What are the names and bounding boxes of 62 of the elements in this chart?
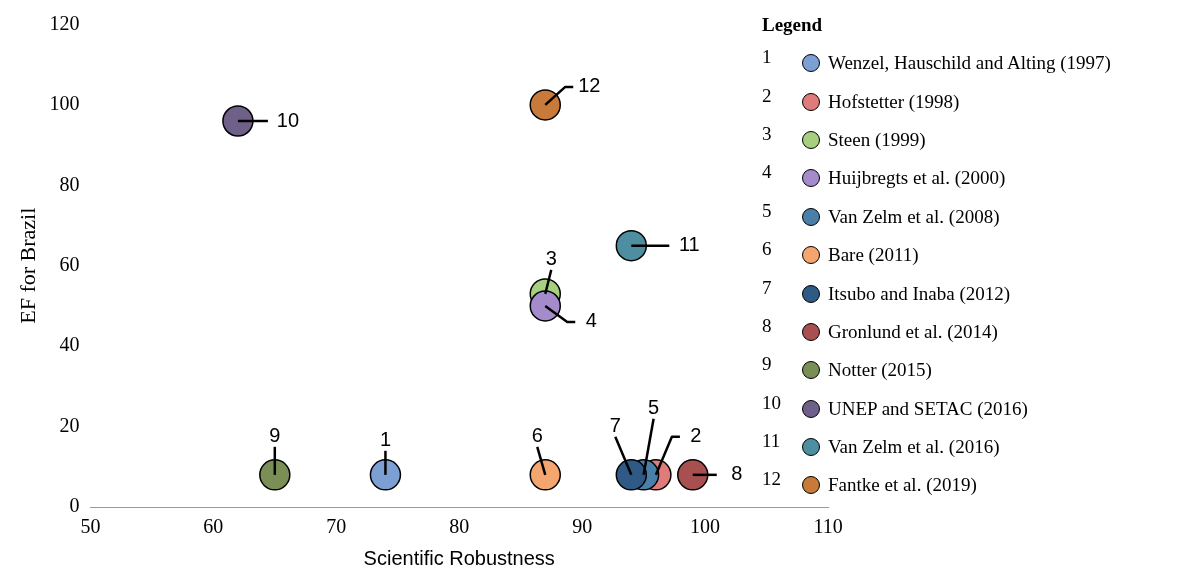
x-tick-label: 50 <box>80 515 101 538</box>
legend-label: Van Zelm et al. (2016) <box>828 436 1000 459</box>
legend-label: Bare (2011) <box>828 244 919 267</box>
text: 3 <box>762 122 772 144</box>
x-tick-label: 80 <box>449 515 470 538</box>
point <box>615 229 648 262</box>
point <box>529 459 561 491</box>
legend-label: UNEP and SETAC (2016) <box>828 397 1028 420</box>
y-tick-label: 80 <box>59 172 80 195</box>
point <box>259 459 291 491</box>
annotation: 10 <box>276 108 300 131</box>
annotation: 6 <box>531 424 543 447</box>
text: 8 <box>762 314 772 336</box>
y-tick-label: 120 <box>49 11 80 34</box>
annotation: 2 <box>690 424 702 447</box>
text: 6 <box>762 238 772 260</box>
legend-label: Van Zelm et al. (2008) <box>828 205 1000 228</box>
legend-label: Steen (1999) <box>828 128 926 151</box>
y-tick-label: 100 <box>49 92 80 115</box>
annotation: 9 <box>269 424 281 447</box>
annotation: 4 <box>585 309 597 332</box>
x-tick-label: 100 <box>690 515 721 538</box>
text: 2 <box>762 84 772 106</box>
y-axis-title: EF for Brazil <box>14 207 40 324</box>
text: 5 <box>762 199 772 221</box>
annotation: 7 <box>609 414 621 437</box>
point <box>529 290 561 322</box>
x-tick-label: 110 <box>813 515 843 538</box>
point <box>615 459 648 491</box>
y-tick-label: 20 <box>59 413 80 436</box>
annotation: 11 <box>678 233 700 256</box>
legend-label: Wenzel, Hauschild and Alting (1997) <box>828 52 1111 75</box>
legend-label: Notter (2015) <box>828 359 932 382</box>
annotation: 5 <box>648 396 660 419</box>
annotation: 1 <box>379 428 391 451</box>
x-tick-label: 60 <box>203 515 224 538</box>
point <box>222 105 254 137</box>
x-tick-label: 70 <box>326 515 347 538</box>
text: 10 <box>762 391 781 413</box>
annotation: 3 <box>545 247 557 270</box>
x-tick-label: 90 <box>572 515 593 538</box>
point <box>529 89 561 121</box>
annotation: 12 <box>578 74 601 97</box>
legend-label: Huijbregts et al. (2000) <box>828 167 1006 190</box>
x-axis-title: Scientific Robustness <box>363 546 555 569</box>
text: 11 <box>762 430 781 452</box>
legend-title: Legend <box>761 14 824 36</box>
text: 12 <box>762 468 781 490</box>
legend-label: Hofstetter (1998) <box>828 90 960 113</box>
point <box>369 459 402 491</box>
text: 4 <box>762 161 772 183</box>
text: 9 <box>762 353 772 375</box>
legend-label: Gronlund et al. (2014) <box>828 320 998 343</box>
y-tick-label: 40 <box>59 333 80 356</box>
y-tick-label: 0 <box>69 494 80 517</box>
text: 1 <box>762 46 772 68</box>
legend-label: Itsubo and Inaba (2012) <box>828 282 1011 305</box>
y-tick-label: 60 <box>59 253 80 275</box>
point <box>677 459 709 491</box>
legend-label: Fantke et al. (2019) <box>828 474 977 497</box>
annotation: 8 <box>731 462 743 485</box>
text: 7 <box>762 276 772 298</box>
